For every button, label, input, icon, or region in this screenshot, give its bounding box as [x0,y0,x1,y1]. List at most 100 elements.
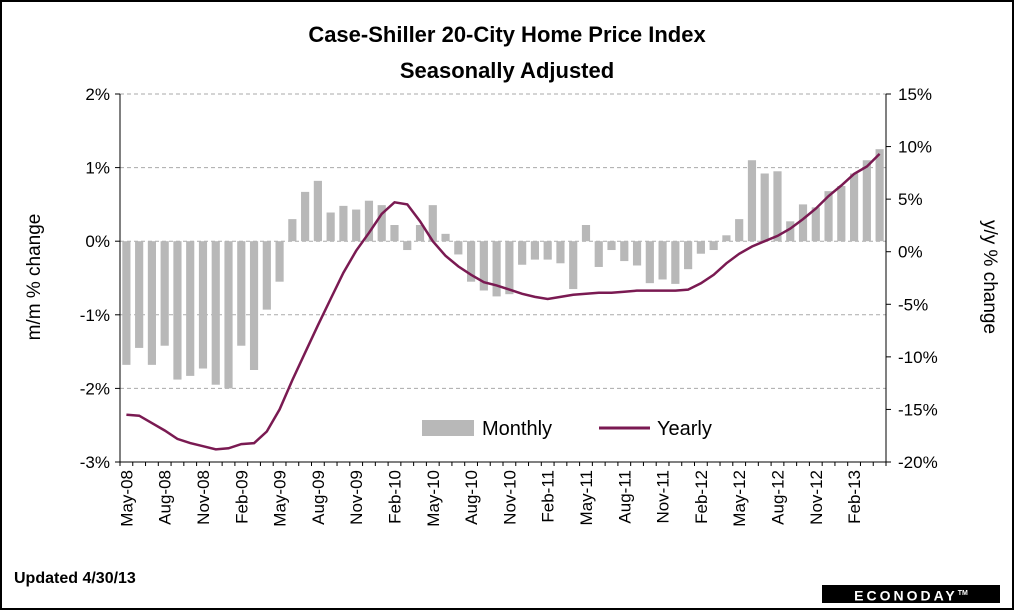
bar-monthly [428,205,437,242]
tick-label-x: Aug-11 [615,470,634,524]
bar-monthly [862,160,871,242]
tick-label-x: Aug-12 [768,470,787,525]
tick-label-x: Nov-11 [654,470,673,524]
bar-monthly [186,241,195,376]
bar-monthly [224,241,233,389]
chart-title: Case-Shiller 20-City Home Price Index [308,22,706,47]
bar-monthly [530,241,540,260]
bar-monthly [556,241,565,264]
tick-label-x: Feb-09 [232,470,251,524]
bar-monthly [632,241,642,266]
bar-monthly [773,171,782,242]
tick-label-left: 0% [85,232,110,251]
bar-monthly [301,191,310,242]
bar-monthly [377,205,386,242]
tick-label-x: Aug-09 [309,470,328,525]
tick-label-x: Nov-08 [194,470,213,525]
bar-monthly [288,219,297,242]
bar-monthly [798,204,808,242]
tick-label-x: May-09 [271,470,290,527]
legend: Monthly Yearly [422,418,712,440]
tick-label-x: May-12 [730,470,749,527]
bar-monthly [249,241,259,370]
left-axis-label: m/m % change [24,214,45,341]
tick-label-right: -15% [898,400,938,419]
bar-monthly [594,241,603,267]
bar-monthly [709,241,718,251]
bar-monthly [237,241,246,346]
bar-monthly [569,241,578,290]
bar-monthly [403,241,412,251]
bar-monthly [211,241,220,385]
bar-monthly [492,241,501,297]
bar-monthly [505,241,514,295]
tick-label-x: Feb-13 [845,470,864,524]
bar-monthly [811,207,820,242]
bar-monthly [466,241,476,282]
tick-label-x: Feb-11 [539,470,558,523]
bar-monthly [339,205,348,242]
bar-monthly [543,241,552,260]
tick-label-x: Aug-08 [156,470,175,525]
tick-label-x: Feb-12 [692,470,711,524]
legend-label-yearly: Yearly [657,418,712,440]
tick-label-x: Nov-09 [347,470,366,525]
bar-monthly [875,149,884,242]
bar-monthly [326,212,335,242]
tick-label-left: -2% [80,379,110,398]
bar-monthly [415,225,425,242]
tick-label-right: 0% [898,243,923,262]
tick-label-x: May-08 [117,470,136,527]
monthly-bars [122,149,884,389]
bar-monthly [684,241,693,270]
bar-monthly [620,241,629,262]
bar-monthly [518,241,527,265]
tick-label-right: -5% [898,295,928,314]
tick-label-right: -20% [898,453,938,472]
bar-monthly [364,200,374,242]
right-axis-ticks: 15% 10% 5% 0% -5% -10% -15% -20% [886,85,938,472]
tick-label-x: Aug-10 [462,470,481,525]
tick-label-left: 2% [85,85,110,104]
tick-label-x: Nov-10 [500,470,519,525]
logo-text: ECONODAY [854,587,958,604]
legend-swatch-monthly [422,420,474,436]
bar-monthly [735,219,744,242]
left-axis-ticks: 2% 1% 0% -1% -2% -3% [80,85,120,472]
bar-monthly [658,241,667,280]
axes [119,94,887,463]
tick-label-left: -1% [80,306,110,325]
bar-monthly [454,241,463,255]
tick-label-left: 1% [85,159,110,178]
bar-monthly [747,160,757,242]
bar-monthly [441,233,450,242]
bar-monthly [313,180,322,242]
bar-monthly [837,186,846,242]
bar-monthly [786,221,795,242]
bar-monthly [849,173,859,242]
bar-monthly [352,209,361,242]
tick-label-x: Feb-10 [385,470,404,524]
bar-monthly [122,241,131,365]
chart-subtitle: Seasonally Adjusted [400,58,614,83]
bar-monthly [262,241,271,310]
bar-monthly [479,241,488,291]
econoday-logo: ECONODAYTM [822,585,1000,604]
bar-monthly [581,225,591,242]
bar-monthly [607,241,616,251]
tick-label-right: 5% [898,190,923,209]
bar-monthly [671,241,680,284]
bar-monthly [760,173,769,242]
bar-monthly [722,235,731,242]
tick-label-left: -3% [80,453,110,472]
tick-label-x: May-10 [424,470,443,527]
bar-monthly [275,241,284,282]
tick-label-x: May-11 [577,470,596,525]
x-axis-ticks: May-08 Aug-08 Nov-08 Feb-09 May-09 Aug-09 Nov-… [117,462,887,527]
bar-monthly [160,241,169,346]
tick-label-right: -10% [898,348,938,367]
yearly-series-line [126,153,881,451]
bar-monthly [173,241,182,380]
